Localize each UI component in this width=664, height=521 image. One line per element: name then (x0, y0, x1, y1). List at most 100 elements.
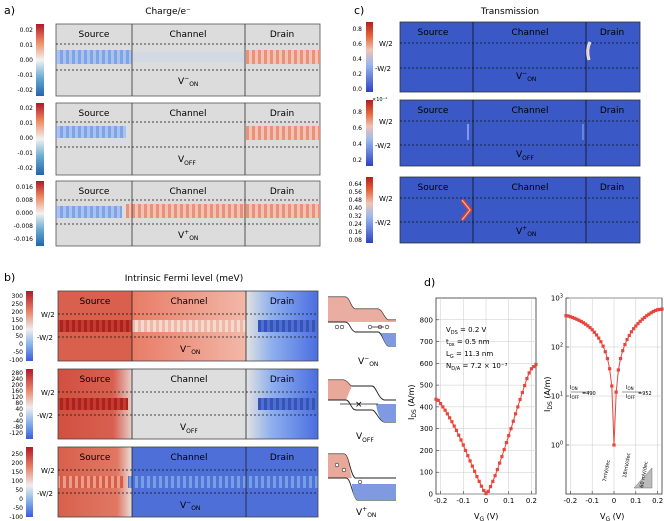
band-diagram: V−ON (328, 296, 396, 368)
y-tick-label: 800 (420, 316, 433, 324)
y-tick-label: 100 (420, 469, 433, 477)
param-vds: VDS = 0.2 V (446, 326, 487, 336)
heatmap (399, 21, 641, 93)
panel-a: a) Charge/e⁻ 0.02 0.01 0.00 -0.01 -0.02 … (4, 4, 321, 247)
colorbar-tick: 200 (12, 460, 24, 467)
heatmap-channel (132, 369, 246, 439)
colorbar-tick: -80 (13, 424, 23, 431)
transmission-row-von-plus: 0.64 0.56 0.48 0.40 0.32 0.24 0.16 0.08 … (349, 176, 641, 244)
x-tick-label: -0.1 (585, 497, 599, 505)
data-point (473, 469, 477, 473)
data-point (482, 488, 486, 493)
colorbar (366, 100, 373, 166)
fermi-band (128, 476, 318, 488)
data-point (570, 315, 575, 320)
data-point (511, 419, 515, 423)
ratio-denominator: IOFF (626, 394, 636, 400)
data-point (450, 420, 454, 424)
colorbar-tick: 0.08 (349, 237, 363, 244)
region-label-source: Source (418, 28, 449, 38)
data-point (586, 324, 590, 328)
data-point (532, 365, 536, 369)
panel-c-title: Transmission (480, 7, 539, 17)
colorbar-tick: 160 (12, 388, 24, 395)
band-fill (380, 333, 396, 346)
colorbar-tick: 0.02 (20, 27, 34, 34)
colorbar-tick: -50 (13, 505, 23, 512)
region-label-drain: Drain (270, 30, 294, 40)
charge-band (246, 50, 320, 64)
y-tick-label: 102 (551, 343, 563, 352)
y-axis-label: IDS (A/m) (407, 384, 418, 420)
data-point (566, 314, 570, 318)
region-label-drain: Drain (600, 28, 624, 38)
data-point (477, 479, 481, 483)
data-point (614, 390, 618, 394)
data-point (616, 368, 620, 372)
colorbar-tick: -40 (13, 418, 23, 425)
data-point (454, 428, 459, 433)
data-point (636, 322, 640, 326)
data-point (603, 350, 607, 354)
data-point (634, 324, 638, 328)
data-point (436, 398, 440, 402)
colorbar-tick: 0.2 (352, 157, 362, 164)
region-label-channel: Channel (171, 375, 208, 385)
heatmap-frame (57, 446, 319, 518)
param-tox: tox = 0.5 nm (446, 338, 490, 348)
data-point (445, 412, 449, 416)
ratio-value: =490 (582, 391, 596, 397)
axis-w-top: W/2 (379, 118, 393, 126)
region-label-channel: Channel (512, 106, 549, 116)
colorbar-tick: 40 (15, 406, 23, 413)
data-point (434, 397, 438, 401)
region-label-source: Source (418, 183, 449, 193)
colorbar-tick: 280 (12, 370, 24, 377)
state-label: VOFF (180, 423, 198, 435)
panel-a-label: a) (4, 4, 15, 17)
data-point (621, 349, 625, 353)
chart-log: 100 101 102 103 -0.2 -0.1 0 0.1 0.2 IDS (A/m) V… (543, 294, 664, 521)
data-point (568, 315, 572, 319)
data-point (651, 309, 655, 314)
colorbar (26, 369, 33, 439)
region-label-drain: Drain (270, 453, 294, 463)
state-label: V−ON (180, 343, 200, 356)
data-point (581, 321, 586, 325)
data-point (486, 489, 490, 493)
colorbar-tick: 0.02 (20, 105, 34, 112)
panel-c-label: c) (354, 4, 364, 17)
x-tick-label: 0.2 (652, 497, 663, 505)
param-nda: ND/A = 7.2 × 10⁻³ (446, 362, 508, 372)
x-tick-label: -0.2 (564, 497, 578, 505)
data-point (513, 412, 518, 416)
band-diagram: × VOFF (328, 379, 396, 444)
band-fill (328, 297, 396, 322)
colorbar-tick: -0.02 (17, 87, 33, 94)
panel-d: d) 0 100 200 300 400 500 600 700 800 -0.2 -0.1 0 0.… (407, 276, 664, 521)
data-point (649, 311, 653, 315)
colorbar-tick: 100 (12, 325, 24, 332)
data-point (463, 448, 468, 453)
axis-w-bottom: -W/2 (375, 142, 391, 150)
data-point (590, 328, 594, 332)
heatmap-frame (57, 368, 319, 440)
data-point (579, 319, 583, 324)
heatmap (399, 99, 641, 167)
x-tick-label: -0.1 (456, 497, 470, 505)
colorbar-tick: 200 (12, 382, 24, 389)
data-point (502, 447, 506, 452)
axis-w-top: W/2 (379, 195, 393, 203)
data-point (612, 443, 616, 447)
state-label: V+ON (516, 225, 536, 238)
data-point (504, 441, 509, 445)
region-label-channel: Channel (171, 297, 208, 307)
axis-w-top: W/2 (41, 311, 55, 319)
colorbar (366, 177, 373, 243)
axis-w-bottom: -W/2 (375, 219, 391, 227)
carrier-icon (339, 324, 345, 330)
data-point (452, 424, 456, 428)
panel-b-label: b) (4, 271, 15, 284)
colorbar-tick: 0.2 (352, 71, 362, 78)
